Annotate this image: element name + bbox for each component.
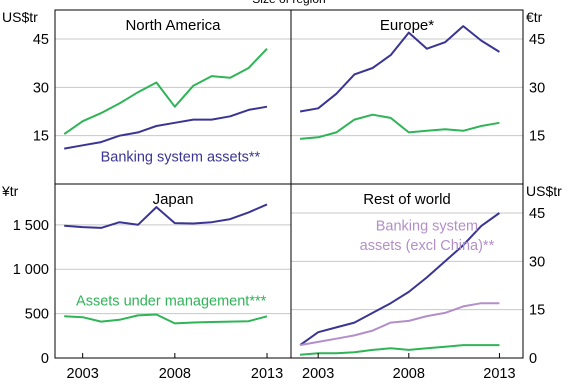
chart-frame	[54, 9, 524, 359]
y-tick-label-rest_of_world-0: 0	[529, 351, 537, 367]
series-line-europe-assets	[300, 113, 500, 140]
y-tick-label-north_america-1: 30	[33, 80, 49, 96]
x-tick-label-rest_of_world-2: 2013	[483, 366, 515, 382]
x-tick-label-japan-2: 2013	[251, 366, 283, 382]
y-tick-label-japan-3: 1 500	[13, 218, 49, 234]
y-tick-label-europe-0: 15	[529, 129, 545, 145]
series-line-japan-banking	[64, 203, 268, 229]
top-note: Size of region	[252, 0, 325, 6]
series-line-rest_of_world-assets	[300, 344, 500, 356]
y-tick-label-north_america-0: 15	[33, 129, 49, 145]
annotation-north_america-0: Banking system assets**	[101, 149, 261, 165]
unit-label-north_america: US$tr	[2, 9, 38, 25]
series-lines	[63, 25, 500, 356]
y-tick-label-europe-2: 45	[529, 32, 545, 48]
series-line-rest_of_world-banking	[299, 212, 500, 346]
annotation-rest_of_world-0: Banking system	[376, 219, 478, 235]
y-tick-label-japan-0: 0	[41, 351, 49, 367]
series-line-japan-assets	[64, 313, 268, 325]
y-tick-label-japan-1: 500	[25, 307, 49, 323]
y-tick-label-rest_of_world-2: 30	[529, 254, 545, 270]
x-tick-label-japan-1: 2008	[159, 366, 191, 382]
x-tick-label-japan-0: 2003	[67, 366, 99, 382]
unit-label-japan: ¥tr	[1, 183, 19, 199]
series-line-north_america-assets	[63, 48, 268, 135]
y-tick-label-rest_of_world-3: 45	[529, 206, 545, 222]
y-tick-label-europe-1: 30	[529, 80, 545, 96]
series-line-north_america-banking	[64, 105, 268, 150]
panel-title-north_america: North America	[125, 17, 221, 34]
y-tick-label-rest_of_world-1: 15	[529, 303, 545, 319]
annotation-japan-0: Assets under management***	[76, 294, 267, 310]
series-line-europe-banking	[299, 25, 500, 113]
series-line-rest_of_world-rest_banking_ex_china	[299, 302, 500, 347]
panel-title-europe: Europe*	[380, 17, 434, 34]
y-tick-label-japan-2: 1 000	[13, 262, 49, 278]
gridlines	[55, 38, 523, 315]
panel-title-rest_of_world: Rest of world	[363, 191, 451, 208]
annotation-rest_of_world-1: assets (excl China)**	[360, 238, 495, 254]
chart-text: Size of region 15 30 45 US$tr North America Ba…	[1, 0, 562, 382]
unit-label-europe: €tr	[526, 9, 543, 25]
x-tick-label-rest_of_world-0: 2003	[302, 366, 334, 382]
y-tick-label-north_america-2: 45	[33, 32, 49, 48]
panel-title-japan: Japan	[153, 191, 194, 208]
x-tick-label-rest_of_world-1: 2008	[393, 366, 425, 382]
unit-label-rest_of_world: US$tr	[526, 183, 562, 199]
